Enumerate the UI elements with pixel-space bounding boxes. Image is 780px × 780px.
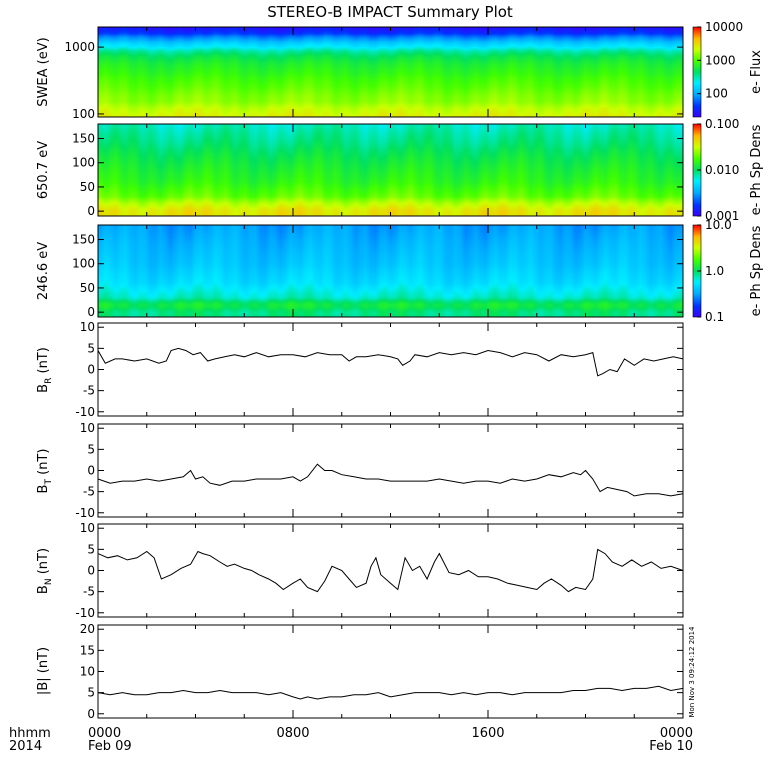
bmag-ytick-label: 5 [87, 686, 95, 700]
time-tick-hhmm: 0000 [660, 726, 693, 741]
swea-colorbar-tick-label: 10000 [705, 20, 743, 34]
swea-colorbar-ticks: 100 1000 10000 [697, 20, 743, 101]
time-tick-hhmm: 1600 [471, 726, 504, 741]
panel-pad-246: 0 50 100 150 246.6 eV 0.1 1.0 10.0 e- Ph Sp D… [36, 218, 764, 324]
figure-title: STEREO-B IMPACT Summary Plot [267, 3, 513, 21]
bn-ytick-label: 0 [87, 564, 95, 578]
swea-spectrogram [98, 27, 683, 117]
pad-650-ylabel: 650.7 eV [36, 141, 51, 199]
bn-series-line [97, 548, 684, 593]
pad-246-ylabel: 246.6 eV [36, 242, 51, 300]
pad-246-colorbar-tick-label: 10.0 [705, 218, 732, 232]
time-tick-date: Feb 09 [88, 739, 132, 754]
swea-colorbar-tick-label: 1000 [705, 53, 736, 67]
swea-ytick-label: 100 [72, 107, 95, 121]
pad-246-colorbar-tick-label: 0.1 [705, 310, 724, 324]
bn-axes: -10 -5 0 5 10 [75, 521, 684, 620]
bmag-ylabel: |B| (nT) [36, 647, 51, 695]
bmag-ytick-label: 10 [80, 665, 95, 679]
panel-bn: -10 -5 0 5 10 BN (nT) [36, 521, 684, 620]
bt-ytick-label: 10 [80, 421, 95, 435]
br-frame [97, 322, 684, 417]
panel-pad-650: 0 50 100 150 650.7 eV 0.001 0.010 0.100 e- Ph… [36, 117, 764, 223]
br-ylabel: BR (nT) [36, 347, 54, 393]
pad-650-axes: 0 50 100 150 [72, 124, 684, 218]
swea-colorbar-label: e- Flux [749, 50, 764, 94]
bn-ytick-label: 10 [80, 521, 95, 535]
swea-frame [97, 26, 684, 118]
pad-650-colorbar-label: e- Ph Sp Dens [749, 124, 764, 215]
pad-246-colorbar-ticks: 0.1 1.0 10.0 [697, 218, 732, 324]
panel-bt: -10 -5 0 5 10 BT (nT) [36, 421, 684, 520]
bt-axes: -10 -5 0 5 10 [75, 421, 684, 520]
pad-246-spectrogram [98, 225, 683, 317]
bmag-axes: 0 5 10 15 20 [80, 622, 684, 721]
bt-frame [97, 423, 684, 518]
pad-246-ytick-label: 50 [80, 281, 95, 295]
pad-650-colorbar-tick-label: 0.010 [705, 163, 739, 177]
swea-ylabel: SWEA (eV) [36, 37, 51, 106]
swea-ytick-label: 1000 [64, 40, 95, 54]
br-ytick-label: 5 [87, 341, 95, 355]
br-ytick-label: 10 [80, 320, 95, 334]
panel-swea: 100 1000 SWEA (eV) 100 1000 10000 e- Flux [36, 20, 764, 121]
pad-246-ytick-label: 150 [72, 233, 95, 247]
br-ytick-label: -10 [75, 405, 95, 419]
br-ytick-label: -5 [83, 384, 95, 398]
bmag-ytick-label: 20 [80, 622, 95, 636]
time-tick-hhmm: 0800 [276, 726, 309, 741]
bt-ytick-label: -10 [75, 506, 95, 520]
bn-ylabel: BN (nT) [36, 548, 54, 594]
pad-650-ytick-label: 50 [80, 180, 95, 194]
swea-axes: 100 1000 [64, 27, 684, 121]
panel-br: -10 -5 0 5 10 BR (nT) [36, 320, 684, 419]
br-ytick-label: 0 [87, 363, 95, 377]
pad-246-ytick-label: 0 [87, 305, 95, 319]
bmag-ytick-label: 0 [87, 707, 95, 721]
bn-ytick-label: 5 [87, 542, 95, 556]
bmag-series-line [97, 685, 684, 700]
bt-series-line [97, 463, 684, 497]
time-tick-hhmm: 0000 [88, 726, 121, 741]
bt-ytick-label: 5 [87, 442, 95, 456]
pad-650-frame [97, 123, 684, 217]
bt-ylabel: BT (nT) [36, 449, 54, 494]
bmag-frame [97, 624, 684, 719]
time-axis-row2-label: 2014 [9, 739, 42, 754]
br-series-line [97, 347, 684, 377]
pad-650-colorbar-tick-label: 0.100 [705, 117, 739, 131]
pad-246-frame [97, 224, 684, 318]
time-axis-row1-label: hhmm [9, 726, 51, 741]
pad-650-spectrogram [98, 124, 683, 216]
pad-650-colorbar-ticks: 0.001 0.010 0.100 [697, 117, 739, 223]
br-axes: -10 -5 0 5 10 [75, 320, 684, 419]
swea-colorbar-tick-label: 100 [705, 87, 728, 101]
bt-ytick-label: 0 [87, 464, 95, 478]
pad-246-colorbar-tick-label: 1.0 [705, 264, 724, 278]
pad-650-ytick-label: 100 [72, 156, 95, 170]
panel-bmag: 0 5 10 15 20 |B| (nT) Mon Nov 3 09:24:12 201… [36, 622, 696, 721]
bt-ytick-label: -5 [83, 485, 95, 499]
pad-246-ytick-label: 100 [72, 257, 95, 271]
pad-246-colorbar-label: e- Ph Sp Dens [749, 225, 764, 316]
pad-650-ytick-label: 0 [87, 204, 95, 218]
bmag-ytick-label: 15 [80, 643, 95, 657]
swea-colorbar [692, 26, 702, 118]
pad-650-colorbar-tick-label: 0.001 [705, 209, 739, 223]
bn-ytick-label: -5 [83, 585, 95, 599]
run-timestamp: Mon Nov 3 09:24:12 2014 [688, 626, 696, 718]
time-tick-date: Feb 10 [649, 739, 693, 754]
bn-ytick-label: -10 [75, 606, 95, 620]
pad-650-ytick-label: 150 [72, 132, 95, 146]
bn-frame [97, 523, 684, 618]
